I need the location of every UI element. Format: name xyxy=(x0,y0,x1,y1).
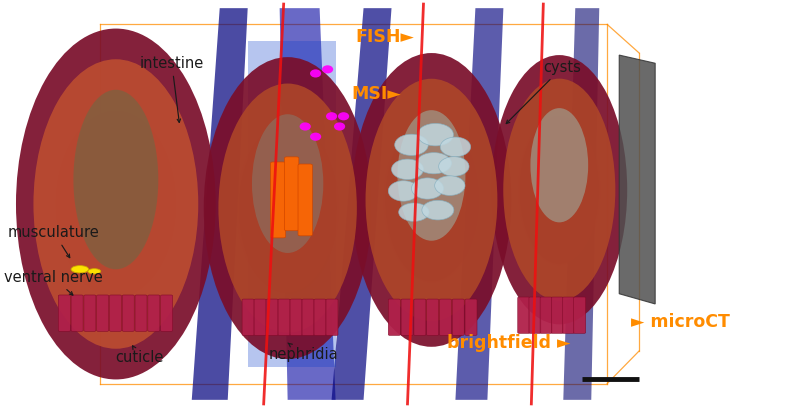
FancyBboxPatch shape xyxy=(290,299,302,335)
Text: MSI►: MSI► xyxy=(352,85,401,103)
Ellipse shape xyxy=(338,112,349,120)
FancyBboxPatch shape xyxy=(518,297,530,333)
Ellipse shape xyxy=(55,110,177,298)
FancyBboxPatch shape xyxy=(266,299,278,335)
Text: nephridia: nephridia xyxy=(268,343,339,362)
FancyBboxPatch shape xyxy=(302,299,314,335)
Ellipse shape xyxy=(204,57,372,359)
FancyBboxPatch shape xyxy=(574,297,586,333)
FancyBboxPatch shape xyxy=(551,297,563,333)
Polygon shape xyxy=(619,55,655,304)
FancyBboxPatch shape xyxy=(270,162,286,238)
Text: ventral nerve: ventral nerve xyxy=(4,270,103,295)
FancyBboxPatch shape xyxy=(401,299,413,335)
Text: cysts: cysts xyxy=(507,60,581,124)
Ellipse shape xyxy=(34,59,198,349)
Ellipse shape xyxy=(440,137,471,157)
Polygon shape xyxy=(248,41,336,367)
Polygon shape xyxy=(332,8,392,400)
Ellipse shape xyxy=(518,114,601,265)
Ellipse shape xyxy=(366,79,497,321)
Ellipse shape xyxy=(74,90,158,269)
Ellipse shape xyxy=(519,115,599,264)
FancyBboxPatch shape xyxy=(97,295,109,331)
FancyBboxPatch shape xyxy=(58,295,70,331)
FancyBboxPatch shape xyxy=(314,299,326,335)
Ellipse shape xyxy=(418,124,454,146)
FancyBboxPatch shape xyxy=(254,299,266,335)
FancyBboxPatch shape xyxy=(414,299,426,335)
FancyBboxPatch shape xyxy=(84,295,96,331)
Ellipse shape xyxy=(491,55,627,324)
Ellipse shape xyxy=(422,200,454,220)
Ellipse shape xyxy=(435,176,465,195)
FancyBboxPatch shape xyxy=(452,299,464,335)
FancyBboxPatch shape xyxy=(540,297,552,333)
Ellipse shape xyxy=(385,118,478,282)
Ellipse shape xyxy=(352,53,511,347)
Polygon shape xyxy=(455,8,503,400)
Text: ► microCT: ► microCT xyxy=(631,313,730,331)
FancyBboxPatch shape xyxy=(242,299,254,335)
FancyBboxPatch shape xyxy=(439,299,451,335)
Ellipse shape xyxy=(399,203,429,221)
FancyBboxPatch shape xyxy=(465,299,477,335)
Ellipse shape xyxy=(71,266,89,273)
Polygon shape xyxy=(280,8,336,400)
Polygon shape xyxy=(563,8,599,400)
Ellipse shape xyxy=(334,122,345,131)
Ellipse shape xyxy=(392,159,423,180)
FancyBboxPatch shape xyxy=(298,164,312,236)
Ellipse shape xyxy=(322,65,333,73)
FancyBboxPatch shape xyxy=(161,295,173,331)
FancyBboxPatch shape xyxy=(278,299,290,335)
FancyBboxPatch shape xyxy=(529,297,541,333)
Ellipse shape xyxy=(310,69,321,78)
Ellipse shape xyxy=(398,110,465,241)
Ellipse shape xyxy=(395,134,428,155)
Ellipse shape xyxy=(326,112,337,120)
Text: brightfield ►: brightfield ► xyxy=(447,334,570,352)
FancyBboxPatch shape xyxy=(135,295,147,331)
FancyBboxPatch shape xyxy=(71,295,83,331)
Polygon shape xyxy=(192,8,248,400)
Ellipse shape xyxy=(439,157,469,176)
Ellipse shape xyxy=(503,79,615,301)
Ellipse shape xyxy=(16,29,216,379)
Ellipse shape xyxy=(252,114,324,253)
Text: cuticle: cuticle xyxy=(116,346,164,364)
Text: intestine: intestine xyxy=(140,56,204,122)
FancyBboxPatch shape xyxy=(388,299,400,335)
Text: FISH►: FISH► xyxy=(356,28,415,46)
FancyBboxPatch shape xyxy=(109,295,121,331)
FancyBboxPatch shape xyxy=(562,297,574,333)
FancyBboxPatch shape xyxy=(148,295,160,331)
Ellipse shape xyxy=(218,84,357,333)
FancyBboxPatch shape xyxy=(284,157,299,231)
Ellipse shape xyxy=(384,117,479,282)
Ellipse shape xyxy=(416,153,451,174)
Ellipse shape xyxy=(388,181,419,201)
Ellipse shape xyxy=(238,124,337,293)
Ellipse shape xyxy=(300,122,311,131)
Ellipse shape xyxy=(310,133,321,141)
Ellipse shape xyxy=(57,111,175,297)
Text: musculature: musculature xyxy=(8,225,100,258)
Ellipse shape xyxy=(531,108,588,222)
Ellipse shape xyxy=(411,178,443,199)
FancyBboxPatch shape xyxy=(122,295,134,331)
Ellipse shape xyxy=(88,269,101,274)
FancyBboxPatch shape xyxy=(326,299,338,335)
FancyBboxPatch shape xyxy=(427,299,439,335)
Ellipse shape xyxy=(237,122,339,294)
